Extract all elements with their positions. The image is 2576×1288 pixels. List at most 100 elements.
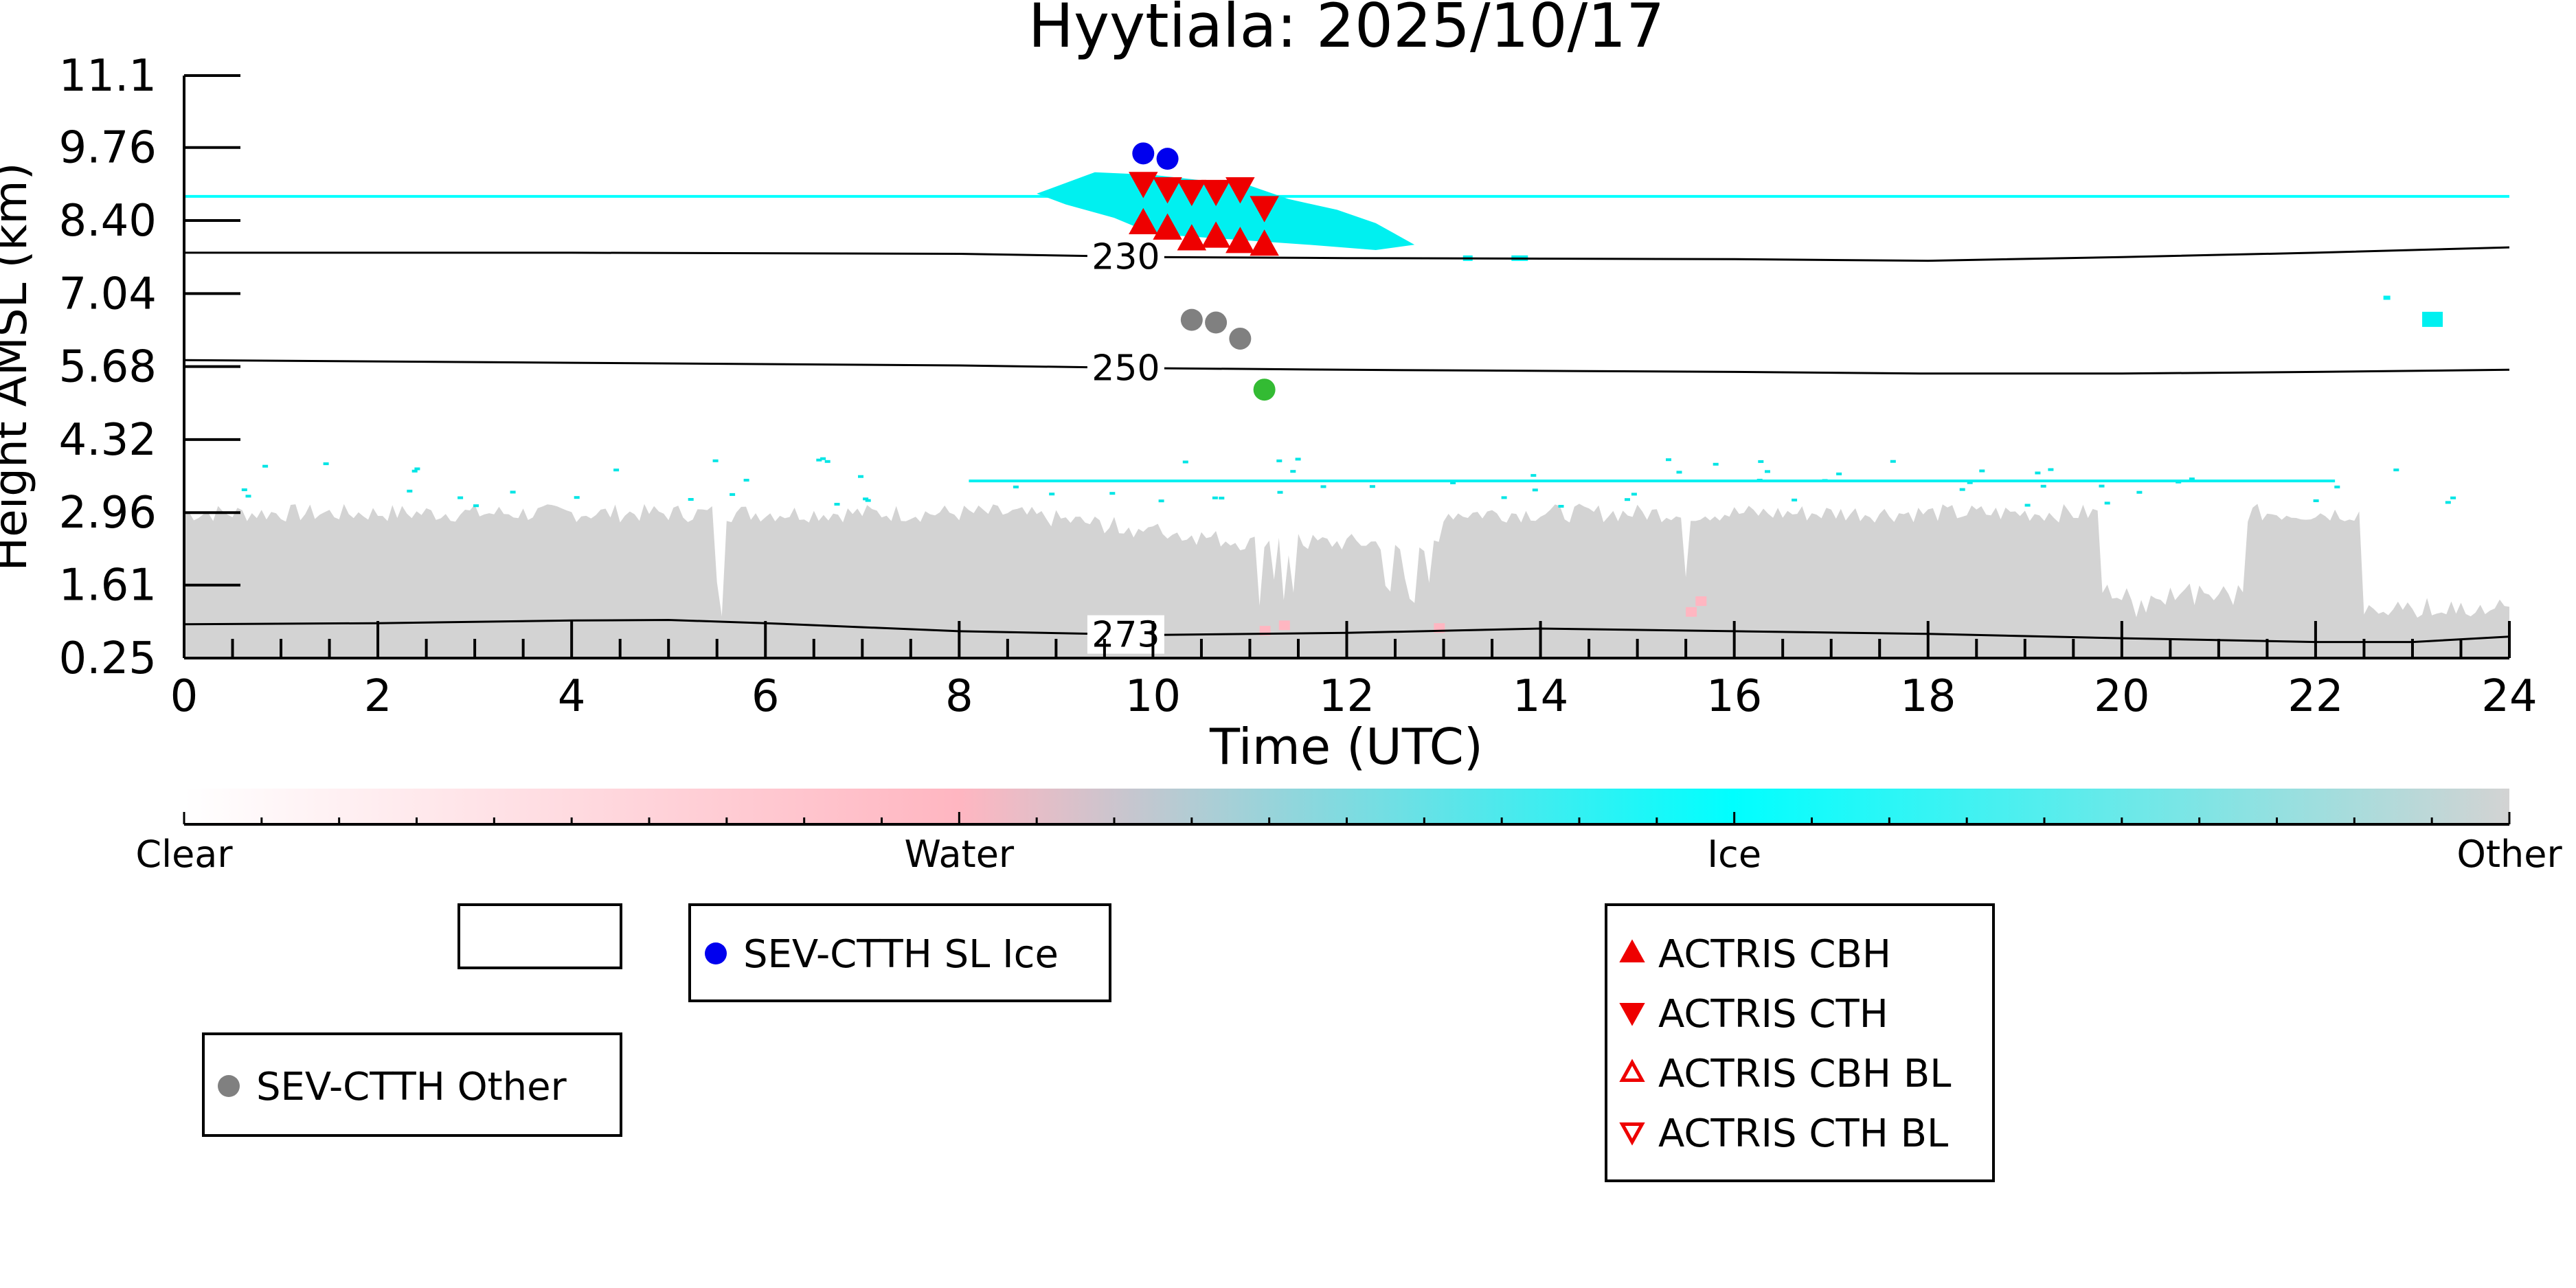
ice-speckle: [1666, 458, 1671, 462]
data-point: [1201, 221, 1231, 248]
legends: SEV-CTTH SL Ice SEV-CTTH Other ACTRIS CBH A…: [202, 903, 1995, 1182]
contour-label: 230: [1092, 237, 1160, 278]
ice-speckle: [1277, 490, 1283, 494]
ice-speckle: [863, 497, 869, 501]
ice-speckle: [1158, 499, 1164, 503]
ice-speckle: [1276, 459, 1283, 462]
ice-speckle: [834, 503, 840, 506]
ice-speckle: [1320, 485, 1326, 488]
ice-speckle: [473, 504, 479, 508]
data-point: [1225, 177, 1255, 204]
ice-speckle: [2189, 477, 2195, 481]
ice-speckle: [712, 459, 719, 462]
contour-label-bg: [1087, 237, 1164, 276]
contour-label-bg: [1087, 615, 1164, 654]
ice-speckle: [457, 496, 464, 499]
ice-speckle: [688, 498, 694, 501]
x-tick-label: 6: [752, 671, 780, 722]
ice-speckle: [510, 490, 516, 494]
ice-speckle: [241, 488, 247, 491]
ice-speckle: [1501, 496, 1507, 499]
legend-entry: ACTRIS CBH BL: [1658, 1052, 1951, 1096]
ice-speckle: [2136, 490, 2143, 494]
ice-speckle: [2450, 496, 2456, 499]
colorbar-label: Water: [905, 833, 1015, 876]
ice-speckle: [323, 462, 329, 466]
contour-label-bg: [1087, 348, 1164, 387]
y-tick-label: 11.1: [59, 51, 157, 102]
clutter-region: [184, 504, 2509, 658]
ice-speckle: [1532, 488, 1538, 492]
ice-speckle: [2040, 484, 2046, 488]
y-tick-label: 4.32: [59, 415, 157, 466]
ice-speckle: [1676, 471, 1682, 474]
ice-speckle: [858, 475, 863, 478]
ice-speckle: [1049, 493, 1055, 496]
ice-speckle: [824, 460, 831, 463]
colorbar-label: Ice: [1707, 833, 1761, 876]
ice-speckle: [1558, 505, 1564, 508]
legend-entry: ACTRIS CTH: [1658, 992, 1888, 1037]
ice-speckle: [1212, 496, 1218, 499]
contour-250: [183, 359, 2510, 375]
ice-speckle: [1182, 460, 1188, 464]
data-point: [1201, 179, 1231, 207]
colorbar-label: Clear: [135, 833, 233, 876]
ice-speckle: [2048, 468, 2054, 471]
data-point: [1250, 196, 1279, 223]
ice-speckle: [407, 489, 413, 493]
ice-speckle: [2393, 468, 2399, 472]
ice-patch: [2383, 295, 2391, 300]
ice-speckle: [1013, 485, 1019, 488]
data-point: [1177, 224, 1207, 251]
water-speckle: [1278, 620, 1290, 631]
ice-speckle: [1290, 470, 1296, 473]
ice-speckle: [411, 469, 418, 473]
ice-speckle: [1450, 481, 1456, 484]
legend-marker: [705, 942, 727, 964]
ice-speckle: [1836, 472, 1842, 475]
colorbar-label: Other: [2456, 833, 2562, 876]
plot-area: [184, 172, 2509, 658]
ice-speckle: [245, 495, 251, 498]
x-tick-label: 20: [2094, 671, 2149, 722]
x-tick-label: 10: [1125, 671, 1181, 722]
legend-box-actris: [1605, 903, 1995, 1182]
legend-marker: [1619, 1059, 1645, 1083]
legend-box-ctth-ice: [688, 903, 1111, 1002]
ice-speckle: [1295, 457, 1301, 461]
contour-label: 273: [1092, 615, 1160, 656]
ice-speckle: [262, 464, 269, 468]
chart-title: Hyytiala: 2025/10/17: [1028, 0, 1664, 61]
ice-speckle: [1979, 469, 1985, 473]
ice-speckle: [1967, 481, 1973, 484]
data-point: [1153, 213, 1182, 240]
ice-speckle: [1890, 460, 1896, 463]
ice-speckle: [1369, 485, 1375, 488]
y-tick-label: 9.76: [59, 123, 157, 174]
ice-speckle: [730, 493, 736, 496]
x-tick-label: 14: [1513, 671, 1568, 722]
water-speckle: [1686, 607, 1697, 617]
data-point: [1156, 148, 1179, 170]
contour-label: 250: [1092, 348, 1160, 389]
legend-entry: SEV-CTTH SL Ice: [743, 932, 1059, 977]
x-tick-label: 16: [1706, 671, 1762, 722]
ice-speckle: [1109, 492, 1116, 495]
y-tick-label: 7.04: [59, 269, 157, 319]
ice-speckle: [1530, 474, 1537, 477]
data-point: [1153, 177, 1182, 204]
y-axis-label: Height AMSL (km): [0, 163, 37, 572]
ice-speckle: [2104, 501, 2110, 505]
ice-speckle: [574, 496, 580, 499]
ice-speckle: [2334, 485, 2340, 488]
y-tick-label: 1.61: [59, 561, 157, 611]
x-tick-label: 2: [364, 671, 392, 722]
legend-entry: ACTRIS CBH: [1658, 932, 1891, 977]
water-speckle: [1695, 596, 1707, 607]
data-markers: [1129, 142, 1279, 401]
legend-marker: [1619, 1002, 1645, 1026]
data-point: [1229, 327, 1252, 350]
ice-speckle: [1765, 470, 1770, 473]
